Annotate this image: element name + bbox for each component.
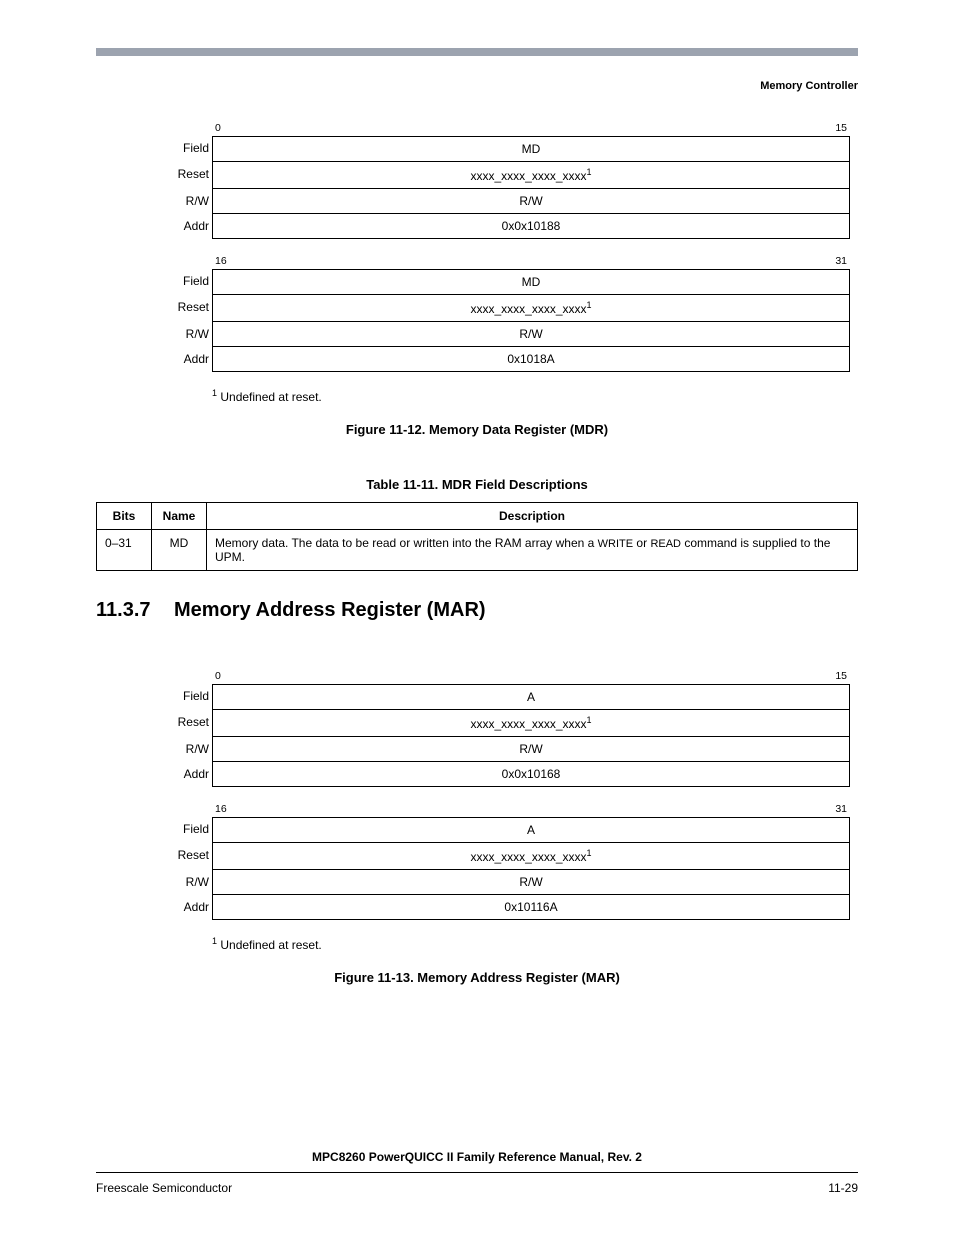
row-label: Field bbox=[160, 136, 212, 162]
row-value: 0x1018A bbox=[212, 347, 850, 372]
mdr-upper-half: 0 15 Field MD Reset xxxx_xxxx_xxxx_xxxx1… bbox=[160, 122, 850, 239]
bit-index-row: 0 15 bbox=[160, 670, 850, 682]
bit-end: 15 bbox=[531, 122, 850, 134]
mdr-figure-caption: Figure 11-12. Memory Data Register (MDR) bbox=[96, 422, 858, 437]
row-label: Reset bbox=[160, 162, 212, 189]
bit-index-row: 16 31 bbox=[160, 803, 850, 815]
bit-end: 31 bbox=[531, 803, 850, 815]
row-label: Addr bbox=[160, 347, 212, 372]
row-label: Reset bbox=[160, 710, 212, 737]
row-value: R/W bbox=[212, 737, 850, 762]
row-value: A bbox=[212, 817, 850, 843]
mar-upper-half: 0 15 Field A Reset xxxx_xxxx_xxxx_xxxx1 … bbox=[160, 670, 850, 787]
row-value: 0x10116A bbox=[212, 895, 850, 920]
row-label: R/W bbox=[160, 189, 212, 214]
reg-row-reset: Reset xxxx_xxxx_xxxx_xxxx1 bbox=[160, 295, 850, 322]
header-rule bbox=[96, 48, 858, 56]
reg-row-reset: Reset xxxx_xxxx_xxxx_xxxx1 bbox=[160, 710, 850, 737]
row-label: Addr bbox=[160, 214, 212, 239]
row-value: xxxx_xxxx_xxxx_xxxx1 bbox=[212, 295, 850, 322]
table-row: 0–31 MD Memory data. The data to be read… bbox=[97, 530, 858, 571]
row-value: R/W bbox=[212, 870, 850, 895]
reg-row-rw: R/W R/W bbox=[160, 322, 850, 347]
reg-row-field: Field MD bbox=[160, 136, 850, 162]
mdr-table-caption: Table 11-11. MDR Field Descriptions bbox=[96, 477, 858, 492]
cell-name: MD bbox=[152, 530, 207, 571]
running-header: Memory Controller bbox=[96, 80, 858, 92]
col-bits: Bits bbox=[97, 503, 152, 530]
page: Memory Controller 0 15 Field MD Reset xx… bbox=[0, 0, 954, 1235]
row-label: Field bbox=[160, 269, 212, 295]
reg-row-addr: Addr 0x10116A bbox=[160, 895, 850, 920]
mdr-field-table: Bits Name Description 0–31 MD Memory dat… bbox=[96, 502, 858, 571]
row-label: R/W bbox=[160, 870, 212, 895]
row-label: R/W bbox=[160, 322, 212, 347]
row-value: MD bbox=[212, 136, 850, 162]
mar-footnote: 1 Undefined at reset. bbox=[212, 936, 858, 952]
col-desc: Description bbox=[207, 503, 858, 530]
row-label: R/W bbox=[160, 737, 212, 762]
reg-row-rw: R/W R/W bbox=[160, 189, 850, 214]
row-value: 0x0x10168 bbox=[212, 762, 850, 787]
reg-row-field: Field A bbox=[160, 817, 850, 843]
reg-row-rw: R/W R/W bbox=[160, 870, 850, 895]
bit-start: 0 bbox=[212, 122, 531, 134]
bit-index-row: 0 15 bbox=[160, 122, 850, 134]
row-label: Reset bbox=[160, 843, 212, 870]
reg-row-reset: Reset xxxx_xxxx_xxxx_xxxx1 bbox=[160, 162, 850, 189]
reg-row-addr: Addr 0x0x10168 bbox=[160, 762, 850, 787]
reg-row-rw: R/W R/W bbox=[160, 737, 850, 762]
bit-end: 31 bbox=[531, 255, 850, 267]
mar-lower-half: 16 31 Field A Reset xxxx_xxxx_xxxx_xxxx1… bbox=[160, 803, 850, 920]
mdr-footnote: 1 Undefined at reset. bbox=[212, 388, 858, 404]
section-heading: 11.3.7Memory Address Register (MAR) bbox=[96, 599, 858, 622]
mar-register-diagram: 0 15 Field A Reset xxxx_xxxx_xxxx_xxxx1 … bbox=[160, 670, 850, 920]
row-label: Addr bbox=[160, 895, 212, 920]
row-value: xxxx_xxxx_xxxx_xxxx1 bbox=[212, 162, 850, 189]
bit-start: 16 bbox=[212, 255, 531, 267]
row-value: R/W bbox=[212, 189, 850, 214]
row-value: A bbox=[212, 684, 850, 710]
col-name: Name bbox=[152, 503, 207, 530]
cell-bits: 0–31 bbox=[97, 530, 152, 571]
bit-index-row: 16 31 bbox=[160, 255, 850, 267]
cell-desc: Memory data. The data to be read or writ… bbox=[207, 530, 858, 571]
reg-row-reset: Reset xxxx_xxxx_xxxx_xxxx1 bbox=[160, 843, 850, 870]
table-header-row: Bits Name Description bbox=[97, 503, 858, 530]
bit-start: 16 bbox=[212, 803, 531, 815]
reg-row-addr: Addr 0x1018A bbox=[160, 347, 850, 372]
bit-end: 15 bbox=[531, 670, 850, 682]
footer-vendor: Freescale Semiconductor bbox=[96, 1181, 232, 1195]
row-label: Field bbox=[160, 684, 212, 710]
footer-manual-title: MPC8260 PowerQUICC II Family Reference M… bbox=[96, 1150, 858, 1173]
bit-start: 0 bbox=[212, 670, 531, 682]
row-value: xxxx_xxxx_xxxx_xxxx1 bbox=[212, 710, 850, 737]
reg-row-field: Field MD bbox=[160, 269, 850, 295]
section-number: 11.3.7 bbox=[96, 599, 174, 622]
row-label: Addr bbox=[160, 762, 212, 787]
row-label: Field bbox=[160, 817, 212, 843]
section-title: Memory Address Register (MAR) bbox=[174, 599, 486, 621]
mar-figure-caption: Figure 11-13. Memory Address Register (M… bbox=[96, 970, 858, 985]
row-label: Reset bbox=[160, 295, 212, 322]
footer-page-number: 11-29 bbox=[828, 1181, 858, 1195]
mdr-register-diagram: 0 15 Field MD Reset xxxx_xxxx_xxxx_xxxx1… bbox=[160, 122, 850, 372]
row-value: xxxx_xxxx_xxxx_xxxx1 bbox=[212, 843, 850, 870]
row-value: 0x0x10188 bbox=[212, 214, 850, 239]
row-value: R/W bbox=[212, 322, 850, 347]
mdr-lower-half: 16 31 Field MD Reset xxxx_xxxx_xxxx_xxxx… bbox=[160, 255, 850, 372]
reg-row-field: Field A bbox=[160, 684, 850, 710]
page-footer: MPC8260 PowerQUICC II Family Reference M… bbox=[96, 1150, 858, 1195]
row-value: MD bbox=[212, 269, 850, 295]
reg-row-addr: Addr 0x0x10188 bbox=[160, 214, 850, 239]
